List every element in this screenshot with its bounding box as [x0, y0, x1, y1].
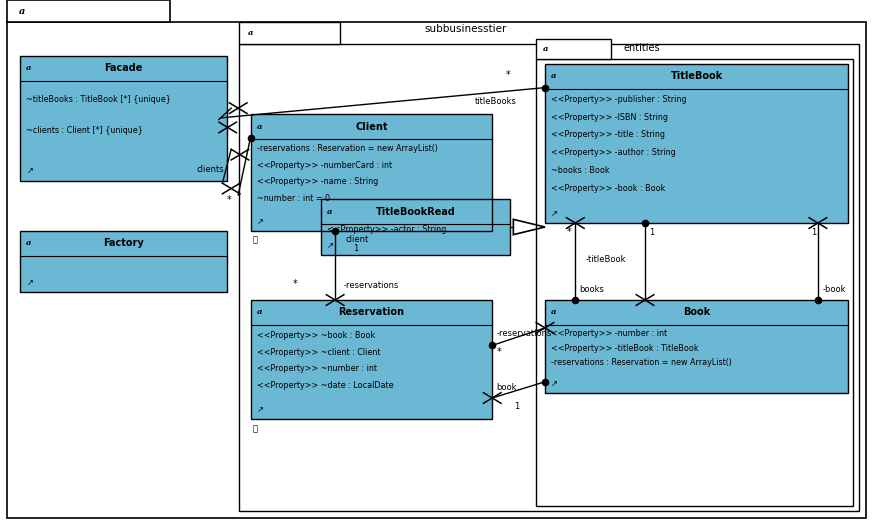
Bar — [20, 231, 227, 292]
Text: *: * — [565, 227, 571, 237]
Text: <<Property>> -name : String: <<Property>> -name : String — [256, 177, 378, 186]
Bar — [250, 300, 492, 419]
Text: <<Property>> -book : Book: <<Property>> -book : Book — [551, 184, 665, 193]
Text: <<Property>> ~client : Client: <<Property>> ~client : Client — [256, 348, 380, 356]
Bar — [544, 300, 847, 393]
Text: a: a — [256, 309, 262, 316]
Text: -reservations: -reservations — [496, 329, 551, 338]
Text: ~number : int = 0: ~number : int = 0 — [256, 194, 329, 202]
Bar — [250, 114, 492, 231]
Text: 🗒: 🗒 — [252, 424, 257, 433]
Text: *: * — [227, 195, 231, 205]
Text: a: a — [327, 208, 332, 216]
Text: -titleBook: -titleBook — [585, 254, 625, 263]
Text: <<Property>> ~book : Book: <<Property>> ~book : Book — [256, 331, 375, 340]
Text: <<Property>> -title : String: <<Property>> -title : String — [551, 131, 665, 140]
Bar — [544, 300, 847, 393]
Text: ↗: ↗ — [327, 241, 334, 250]
Text: titleBooks: titleBooks — [474, 97, 516, 106]
Bar — [544, 64, 847, 223]
Text: <<Property>> -titleBook : TitleBook: <<Property>> -titleBook : TitleBook — [551, 344, 698, 353]
Text: ~books : Book: ~books : Book — [551, 166, 609, 175]
Text: book: book — [496, 383, 516, 392]
Bar — [320, 199, 509, 255]
Text: *: * — [292, 279, 298, 289]
Text: ~titleBooks : TitleBook [*] {unique}: ~titleBooks : TitleBook [*] {unique} — [26, 95, 171, 104]
Text: Facade: Facade — [104, 63, 142, 73]
Text: TitleBookRead: TitleBookRead — [375, 207, 455, 217]
Text: 1: 1 — [649, 228, 654, 237]
Bar — [250, 114, 492, 231]
Text: a: a — [543, 45, 548, 54]
Text: a: a — [248, 29, 253, 37]
Bar — [20, 231, 227, 292]
Bar — [536, 39, 610, 59]
Text: -reservations : Reservation = new ArrayList(): -reservations : Reservation = new ArrayL… — [256, 144, 437, 153]
Text: ↗: ↗ — [551, 209, 558, 218]
Text: Client: Client — [355, 122, 387, 132]
Text: <<Property>> -publisher : String: <<Property>> -publisher : String — [551, 95, 686, 104]
Text: <<Property>> -ISBN : String: <<Property>> -ISBN : String — [551, 113, 667, 122]
Text: <<Property>> -actor : String: <<Property>> -actor : String — [327, 226, 446, 234]
Text: <<Property>> ~date : LocalDate: <<Property>> ~date : LocalDate — [256, 381, 392, 390]
Text: books: books — [579, 285, 604, 294]
Text: a: a — [26, 64, 32, 72]
Text: a: a — [551, 309, 556, 316]
Text: ↗: ↗ — [256, 217, 263, 226]
Bar — [250, 300, 492, 419]
Text: <<Property>> -number : int: <<Property>> -number : int — [551, 329, 666, 338]
Bar — [239, 22, 340, 44]
Text: subbusinesstier: subbusinesstier — [424, 24, 507, 34]
Text: <<Property>> -numberCard : int: <<Property>> -numberCard : int — [256, 161, 392, 170]
Text: -book: -book — [822, 285, 845, 294]
Text: ↗: ↗ — [256, 406, 263, 414]
Text: 1: 1 — [514, 401, 519, 410]
Text: a: a — [551, 72, 556, 80]
Bar — [239, 44, 858, 511]
Text: clients: clients — [196, 165, 223, 174]
Bar — [320, 199, 509, 255]
Bar — [20, 56, 227, 181]
Text: *: * — [505, 70, 509, 80]
Text: ~clients : Client [*] {unique}: ~clients : Client [*] {unique} — [26, 126, 143, 135]
Text: 🗒: 🗒 — [252, 236, 257, 245]
Text: Reservation: Reservation — [338, 307, 404, 318]
Text: *: * — [496, 347, 500, 357]
Bar — [7, 0, 169, 22]
Text: a: a — [256, 123, 262, 131]
Text: Factory: Factory — [103, 238, 144, 249]
Text: entities: entities — [623, 43, 659, 53]
Text: a: a — [26, 239, 32, 247]
Text: -reservations: -reservations — [343, 281, 399, 290]
Text: TitleBook: TitleBook — [670, 71, 722, 81]
Text: Book: Book — [682, 307, 709, 318]
Text: ↗: ↗ — [26, 167, 33, 175]
Text: ↗: ↗ — [26, 278, 33, 287]
Text: a: a — [19, 7, 25, 15]
Text: ↗: ↗ — [551, 379, 558, 388]
Text: -reservations : Reservation = new ArrayList(): -reservations : Reservation = new ArrayL… — [551, 358, 731, 367]
Bar — [536, 59, 852, 506]
Text: client: client — [345, 235, 369, 244]
Bar — [20, 56, 227, 181]
Bar — [544, 64, 847, 223]
Text: 1: 1 — [352, 244, 357, 253]
Text: <<Property>> ~number : int: <<Property>> ~number : int — [256, 364, 377, 373]
Text: 1: 1 — [810, 228, 815, 237]
Text: <<Property>> -author : String: <<Property>> -author : String — [551, 148, 675, 157]
